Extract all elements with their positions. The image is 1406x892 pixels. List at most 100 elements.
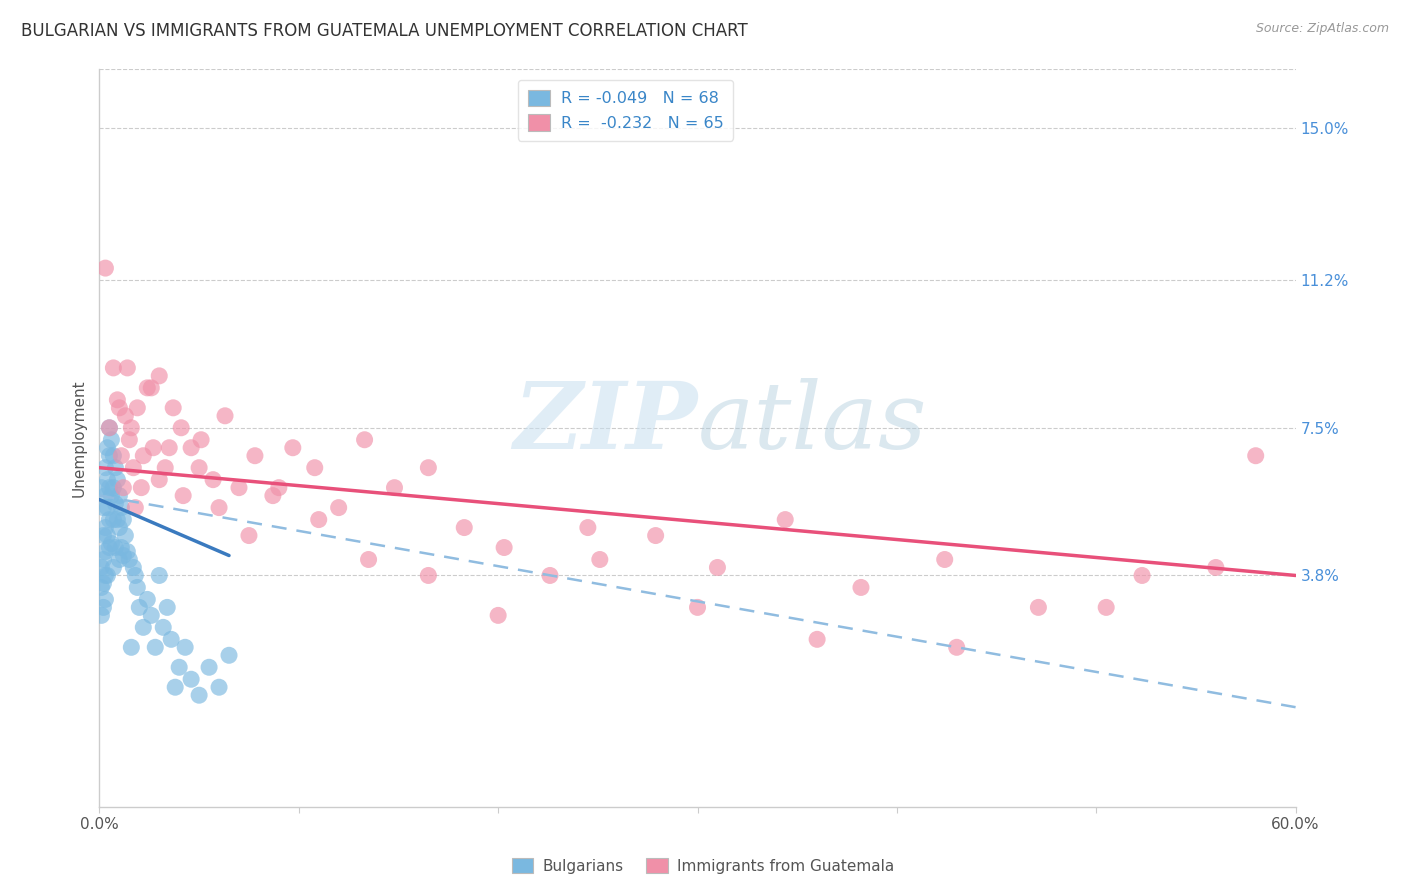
- Point: [120, 421, 142, 435]
- Point: [934, 552, 956, 566]
- Point: [110, 500, 132, 515]
- Point: [132, 449, 155, 463]
- Point: [384, 481, 406, 495]
- Point: [124, 500, 146, 515]
- Point: [94, 460, 117, 475]
- Point: [103, 560, 125, 574]
- Point: [104, 541, 127, 555]
- Point: [165, 680, 187, 694]
- Point: [93, 576, 115, 591]
- Text: atlas: atlas: [697, 378, 927, 468]
- Point: [98, 481, 121, 495]
- Point: [538, 568, 561, 582]
- Point: [208, 680, 231, 694]
- Point: [132, 620, 155, 634]
- Point: [686, 600, 709, 615]
- Point: [157, 441, 180, 455]
- Point: [105, 392, 128, 407]
- Point: [112, 512, 135, 526]
- Point: [1205, 560, 1227, 574]
- Point: [98, 449, 121, 463]
- Point: [1095, 600, 1118, 615]
- Point: [103, 481, 125, 495]
- Point: [100, 489, 122, 503]
- Point: [96, 528, 118, 542]
- Point: [114, 409, 136, 423]
- Point: [104, 497, 127, 511]
- Point: [94, 592, 117, 607]
- Point: [167, 660, 190, 674]
- Point: [156, 600, 179, 615]
- Point: [155, 460, 177, 475]
- Point: [100, 433, 122, 447]
- Point: [589, 552, 612, 566]
- Text: ZIP: ZIP: [513, 378, 697, 468]
- Point: [104, 460, 127, 475]
- Point: [160, 632, 183, 647]
- Point: [162, 401, 184, 415]
- Point: [141, 608, 163, 623]
- Point: [103, 512, 125, 526]
- Point: [1244, 449, 1267, 463]
- Point: [308, 512, 330, 526]
- Point: [141, 381, 163, 395]
- Text: BULGARIAN VS IMMIGRANTS FROM GUATEMALA UNEMPLOYMENT CORRELATION CHART: BULGARIAN VS IMMIGRANTS FROM GUATEMALA U…: [21, 22, 748, 40]
- Point: [218, 648, 240, 663]
- Point: [188, 688, 211, 702]
- Point: [148, 568, 170, 582]
- Legend: Bulgarians, Immigrants from Guatemala: Bulgarians, Immigrants from Guatemala: [506, 852, 900, 880]
- Point: [98, 512, 121, 526]
- Point: [108, 401, 131, 415]
- Legend: R = -0.049   N = 68, R =  -0.232   N = 65: R = -0.049 N = 68, R = -0.232 N = 65: [517, 80, 734, 141]
- Point: [98, 421, 121, 435]
- Point: [114, 528, 136, 542]
- Point: [208, 500, 231, 515]
- Point: [644, 528, 666, 542]
- Point: [118, 552, 141, 566]
- Point: [243, 449, 266, 463]
- Point: [773, 512, 796, 526]
- Point: [304, 460, 326, 475]
- Point: [90, 581, 112, 595]
- Point: [806, 632, 828, 647]
- Point: [127, 581, 149, 595]
- Point: [180, 441, 202, 455]
- Y-axis label: Unemployment: Unemployment: [72, 379, 86, 497]
- Point: [198, 660, 221, 674]
- Point: [127, 401, 149, 415]
- Point: [110, 541, 132, 555]
- Point: [98, 541, 121, 555]
- Point: [93, 528, 115, 542]
- Point: [170, 421, 193, 435]
- Point: [108, 552, 131, 566]
- Point: [94, 520, 117, 534]
- Point: [98, 421, 121, 435]
- Point: [124, 568, 146, 582]
- Point: [117, 360, 139, 375]
- Point: [103, 360, 125, 375]
- Point: [100, 536, 122, 550]
- Point: [90, 481, 112, 495]
- Point: [118, 433, 141, 447]
- Text: Source: ZipAtlas.com: Source: ZipAtlas.com: [1256, 22, 1389, 36]
- Point: [214, 409, 236, 423]
- Point: [94, 568, 117, 582]
- Point: [148, 368, 170, 383]
- Point: [418, 568, 440, 582]
- Point: [281, 441, 304, 455]
- Point: [108, 489, 131, 503]
- Point: [174, 640, 197, 655]
- Point: [1130, 568, 1153, 582]
- Point: [94, 261, 117, 276]
- Point: [136, 592, 159, 607]
- Point: [120, 640, 142, 655]
- Point: [94, 544, 117, 558]
- Point: [190, 433, 212, 447]
- Point: [122, 560, 145, 574]
- Point: [105, 473, 128, 487]
- Point: [128, 600, 150, 615]
- Point: [96, 441, 118, 455]
- Point: [202, 473, 225, 487]
- Point: [494, 541, 516, 555]
- Point: [357, 552, 380, 566]
